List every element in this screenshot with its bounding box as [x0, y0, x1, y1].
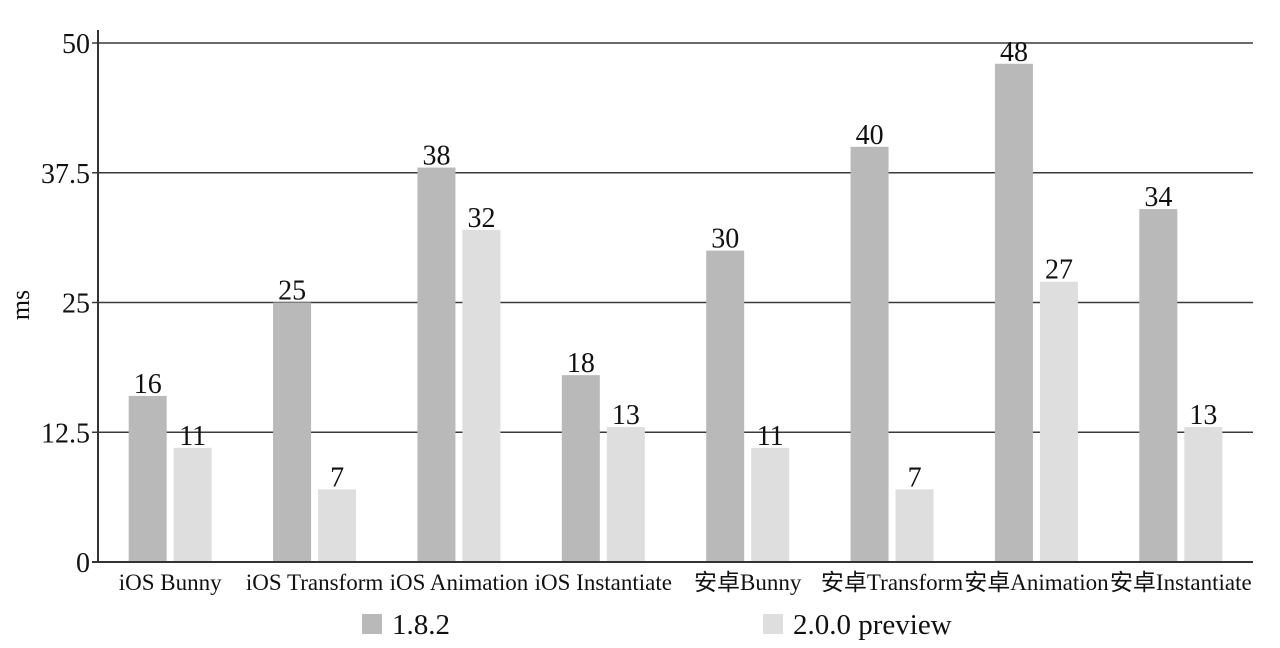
bar-series-2-category-6	[895, 489, 934, 562]
data-label: 48	[1000, 37, 1028, 68]
y-tick-label: 0	[76, 548, 90, 579]
data-label: 18	[567, 348, 595, 379]
data-label: 7	[330, 462, 344, 493]
x-tick-label: iOS Animation	[390, 570, 529, 595]
x-tick-label: 安卓Bunny	[694, 570, 802, 595]
legend: 1.8.2 2.0.0 preview	[362, 609, 952, 641]
legend-item-1: 1.8.2	[362, 609, 450, 641]
y-tick-label: 12.5	[41, 418, 90, 449]
x-tick-label: 安卓Instantiate	[1110, 570, 1252, 595]
data-label: 25	[278, 276, 306, 307]
data-label: 30	[711, 224, 739, 255]
legend-swatch	[763, 614, 783, 634]
x-tick-label: 安卓Animation	[964, 570, 1109, 595]
x-axis-ticks: iOS Bunny iOS Transform iOS Animation iOS I…	[119, 570, 1252, 595]
y-tick-label: 25	[62, 289, 90, 320]
bar-series-1-category-2	[273, 302, 312, 562]
x-tick-label: iOS Instantiate	[535, 570, 672, 595]
x-tick-label: iOS Transform	[246, 570, 384, 595]
bar-series-2-category-1	[173, 447, 212, 562]
bar-series-1-category-5	[706, 250, 745, 562]
data-label: 16	[134, 369, 162, 400]
x-tick-label: iOS Bunny	[119, 570, 222, 595]
bar-series-1-category-4	[561, 375, 600, 562]
bar-series-1-category-8	[1139, 209, 1178, 562]
bar-series-2-category-7	[1039, 281, 1078, 562]
y-tick-label: 50	[62, 29, 90, 60]
bar-series-1-category-6	[850, 146, 889, 563]
data-label: 11	[757, 421, 784, 452]
legend-label: 1.8.2	[392, 609, 450, 641]
data-label: 13	[612, 400, 640, 431]
data-label: 13	[1189, 400, 1217, 431]
gridlines	[92, 42, 1253, 434]
legend-item-2: 2.0.0 preview	[763, 609, 952, 641]
data-label: 34	[1144, 182, 1172, 213]
bars	[128, 63, 1223, 563]
bar-series-2-category-2	[318, 489, 357, 562]
data-label: 7	[908, 462, 922, 493]
data-label: 11	[179, 421, 206, 452]
data-label: 27	[1045, 255, 1073, 286]
legend-label: 2.0.0 preview	[793, 609, 952, 641]
data-labels: 16 11 25 7 38 32 18 13 30 11 40 7 48 27 34 13	[134, 37, 1218, 494]
y-axis-title: ms	[6, 290, 35, 320]
bar-series-2-category-4	[606, 427, 645, 562]
bar-series-2-category-3	[462, 229, 501, 562]
data-label: 40	[856, 120, 884, 151]
bar-series-1-category-1	[128, 395, 167, 562]
y-tick-label: 37.5	[41, 159, 90, 190]
bar-series-1-category-3	[417, 167, 456, 562]
data-label: 32	[467, 203, 495, 234]
legend-swatch	[362, 614, 382, 634]
data-label: 38	[422, 141, 450, 172]
bar-series-2-category-5	[751, 447, 790, 562]
x-tick-label: 安卓Transform	[821, 570, 963, 595]
bar-series-1-category-7	[994, 63, 1033, 562]
y-axis-ticks: 0 12.5 25 37.5 50	[41, 29, 90, 579]
bar-series-2-category-8	[1184, 427, 1223, 562]
